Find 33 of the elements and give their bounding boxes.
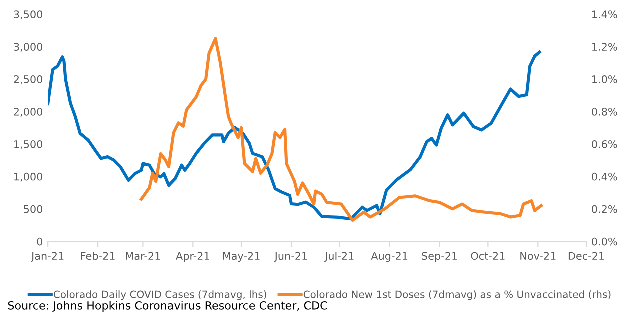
x-tick-label: Nov-21 (520, 252, 556, 260)
line-series (140, 37, 543, 222)
y2-tick-label: 0.6% (592, 140, 618, 148)
y-tick-label: 3,000 (14, 43, 43, 52)
legend-label: Colorado New 1st Doses (7dmavg) as a % Unvaccinated (rhs) (304, 290, 611, 300)
y-tick-label: 3,500 (14, 10, 43, 20)
x-tick-label: Apr-21 (176, 252, 210, 262)
legend-label: Colorado Daily COVID Cases (7dmavg, lhs) (54, 290, 266, 300)
x-tick-label: Mar-21 (126, 252, 160, 260)
y-tick-label: 2,500 (14, 76, 43, 84)
y2-tick-label: 1.0% (592, 76, 618, 84)
x-tick-label: May-21 (223, 252, 260, 262)
source-note: Source: Johns Hopkins Coronavirus Resource Center, CDC (8, 301, 328, 312)
y-tick-label: 1,500 (14, 140, 43, 150)
x-tick-label: Oct-21 (471, 252, 505, 260)
x-tick-label: Jan-21 (31, 252, 64, 262)
x-tick-label: Aug-21 (371, 252, 408, 262)
y2-tick-label: 0.2% (592, 205, 618, 214)
x-tick-label: Jun-21 (274, 252, 308, 262)
x-tick-label: Feb-21 (81, 252, 115, 260)
y-tick-label: 1,000 (14, 172, 43, 182)
y2-tick-label: 1.2% (592, 43, 618, 51)
x-tick-label: Jul-21 (324, 252, 354, 262)
y-tick-label: 500 (24, 205, 43, 214)
y-tick-label: 0 (37, 238, 43, 246)
y2-tick-label: 0.0% (592, 238, 618, 246)
y-tick-label: 2,000 (14, 108, 43, 117)
line-series (48, 50, 542, 221)
y2-tick-label: 0.8% (592, 108, 618, 116)
x-tick-label: Sep-21 (422, 252, 458, 262)
x-tick-label: Dec-21 (568, 252, 604, 260)
y2-tick-label: 0.4% (592, 172, 618, 181)
y2-tick-label: 1.4% (592, 10, 618, 19)
